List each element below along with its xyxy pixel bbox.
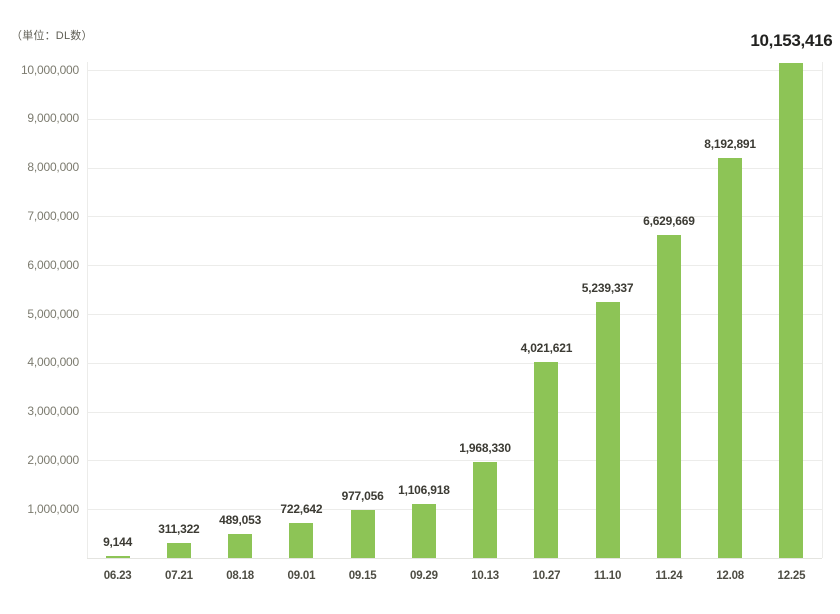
y-tick-label: 3,000,000	[27, 404, 79, 419]
x-tick-label: 12.25	[777, 570, 806, 582]
x-tick-label: 08.18	[226, 570, 254, 582]
bar-value-label: 9,144	[103, 535, 133, 549]
gridline	[87, 509, 822, 511]
y-tick-label: 9,000,000	[27, 111, 79, 126]
bar-value-label: 489,053	[219, 513, 262, 528]
bar-value-label: 311,322	[158, 521, 200, 536]
bar-09-29	[411, 504, 436, 558]
x-tick-label: 09.29	[410, 570, 438, 582]
bar-value-label: 8,192,891	[704, 137, 756, 152]
x-tick-label: 11.10	[594, 570, 622, 582]
bar-value-label: 5,239,337	[581, 281, 634, 296]
bar-12-08	[718, 158, 743, 558]
bar-value-label: 977,056	[341, 489, 384, 504]
x-tick-label: 12.08	[716, 570, 744, 582]
y-tick-label: 4,000,000	[27, 355, 79, 370]
bar-11-24	[656, 234, 681, 558]
bar-07-21	[166, 542, 191, 558]
x-tick-label: 09.15	[348, 570, 377, 582]
bar-09-01	[289, 522, 314, 558]
bar-value-label: 1,968,330	[459, 440, 511, 455]
x-tick-label: 10.13	[471, 570, 499, 582]
gridline	[87, 314, 822, 315]
bar-11-10	[595, 302, 620, 558]
bar-value-label: 722,642	[280, 501, 323, 516]
y-tick-label: 5,000,000	[27, 306, 79, 321]
x-tick-label: 06.23	[103, 570, 132, 582]
bar-value-label: 10,153,416	[750, 30, 833, 50]
x-tick-label: 11.24	[655, 570, 683, 582]
gridline	[87, 362, 822, 364]
x-tick-label: 07.21	[165, 570, 193, 582]
y-tick-label: 6,000,000	[27, 257, 79, 272]
gridline	[87, 167, 822, 169]
plot-right-border	[822, 62, 823, 558]
bar-10-13	[473, 461, 498, 558]
gridline	[87, 70, 822, 71]
x-axis-line	[87, 558, 822, 559]
bar-12-25	[779, 62, 804, 558]
y-tick-label: 2,000,000	[27, 452, 79, 467]
y-tick-label: 10,000,000	[20, 62, 79, 77]
gridline	[87, 216, 822, 218]
bar-10-27	[534, 361, 559, 558]
gridline	[87, 411, 822, 413]
bar-06-23	[105, 556, 130, 558]
unit-label: （単位：DL数）	[11, 30, 93, 42]
bar-value-label: 6,629,669	[643, 213, 695, 228]
gridline	[87, 265, 822, 267]
gridline	[87, 118, 822, 120]
y-tick-label: 7,000,000	[27, 208, 79, 223]
x-tick-label: 09.01	[287, 570, 316, 582]
bar-08-18	[228, 534, 253, 558]
gridline	[87, 460, 822, 462]
y-tick-label: 1,000,000	[27, 501, 79, 516]
bar-09-15	[350, 510, 375, 558]
x-tick-label: 10.27	[532, 570, 561, 582]
bar-value-label: 4,021,621	[520, 340, 573, 355]
y-axis-line	[87, 62, 88, 558]
y-tick-label: 8,000,000	[27, 160, 79, 175]
bar-value-label: 1,106,918	[398, 483, 450, 497]
